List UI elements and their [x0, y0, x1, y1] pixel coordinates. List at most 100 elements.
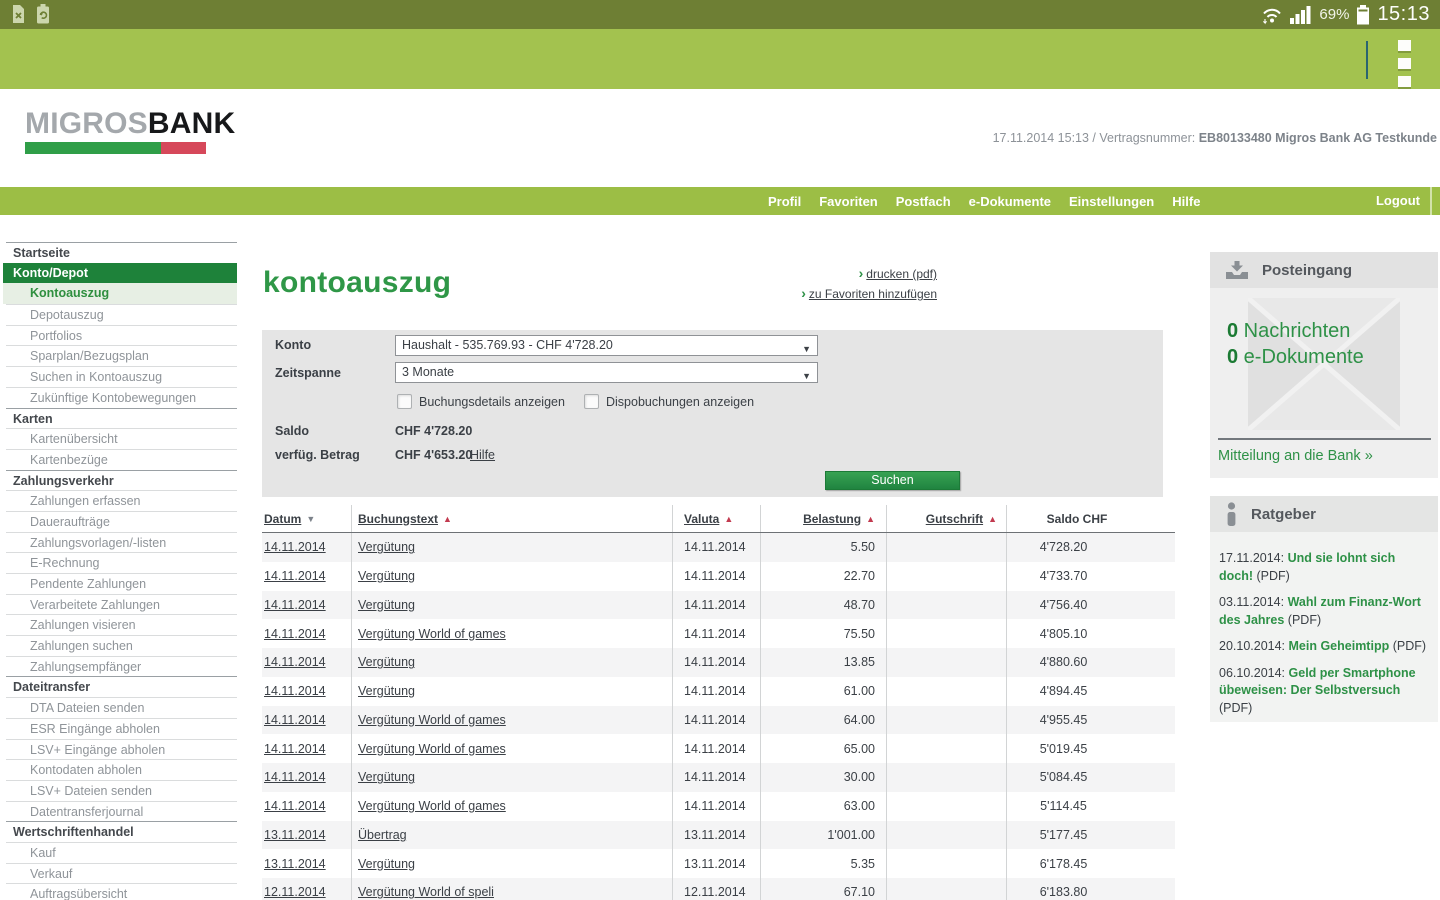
nav-item-profil[interactable]: Profil [768, 193, 802, 209]
action-link-zu-favoriten-hinzuf-gen[interactable]: › zu Favoriten hinzufügen [801, 285, 937, 301]
column-header-belastung[interactable]: Belastung ▲ [760, 505, 886, 532]
sidebar-item-kartenbez-ge[interactable]: Kartenbezüge [6, 448, 237, 470]
dispobuchungen-checkbox-label: Dispobuchungen anzeigen [606, 394, 755, 409]
ratgeber-item-title[interactable]: Wahl zum Finanz-Wort des Jahres [1219, 595, 1421, 627]
cell-buchungstext-link[interactable]: Vergütung [358, 540, 415, 555]
sidebar-item-wertschriftenhandel[interactable]: Wertschriftenhandel [6, 821, 237, 842]
logout-link[interactable]: Logout [1375, 193, 1420, 208]
cell-datum: 14.11.2014 [262, 734, 351, 763]
sidebar-item-lsv+-eing-nge-abholen[interactable]: LSV+ Eingänge abholen [6, 738, 237, 760]
zeitspanne-select[interactable]: 3 Monate ▼ [395, 362, 818, 383]
sidebar-item-konto-depot[interactable]: Konto/Depot [3, 262, 237, 284]
cell-buchungstext-link[interactable]: Vergütung World of games [358, 799, 506, 814]
ratgeber-item[interactable]: 20.10.2014: Mein Geheimtipp (PDF) [1219, 638, 1432, 656]
suchen-button[interactable]: Suchen [825, 471, 960, 490]
cell-buchungstext-link[interactable]: Vergütung World of speli [358, 885, 494, 900]
cell-buchungstext-link[interactable]: Vergütung World of games [358, 712, 506, 727]
overflow-menu-icon[interactable] [1398, 40, 1411, 94]
sidebar-item-auftrags-bersicht[interactable]: Auftragsübersicht [6, 883, 237, 900]
sidebar-item-lsv+-dateien-senden[interactable]: LSV+ Dateien senden [6, 779, 237, 801]
sidebar-item-suchen-in-kontoauszug[interactable]: Suchen in Kontoauszug [6, 366, 237, 387]
cell-datum-link[interactable]: 13.11.2014 [264, 827, 326, 842]
nav-separator [1430, 187, 1432, 215]
cell-datum-link[interactable]: 13.11.2014 [264, 856, 326, 871]
cell-datum-link[interactable]: 14.11.2014 [264, 655, 326, 670]
sidebar-item-zahlungen-visieren[interactable]: Zahlungen visieren [6, 614, 237, 635]
sidebar-item-zuk-nftige-kontobewegungen[interactable]: Zukünftige Kontobewegungen [6, 386, 237, 408]
action-link-drucken-pdf[interactable]: › drucken (pdf) [858, 265, 937, 281]
ratgeber-item[interactable]: 17.11.2014: Und sie lohnt sich doch! (PD… [1219, 550, 1432, 585]
cell-buchungstext-link[interactable]: Vergütung [358, 655, 415, 670]
cell-saldo-chf: 4'894.45 [1006, 676, 1175, 706]
cell-datum-link[interactable]: 12.11.2014 [264, 885, 326, 900]
sidebar-item-dta-dateien-senden[interactable]: DTA Dateien senden [6, 697, 237, 718]
sidebar-item-portfolios[interactable]: Portfolios [6, 324, 237, 346]
cell-buchungstext-link[interactable]: Übertrag [358, 827, 407, 842]
cell-buchungstext: Übertrag [351, 820, 672, 850]
cell-buchungstext-link[interactable]: Vergütung World of games [358, 626, 506, 641]
nav-item-einstellungen[interactable]: Einstellungen [1069, 193, 1155, 209]
sidebar-item-verkauf[interactable]: Verkauf [6, 862, 237, 884]
cell-datum-link[interactable]: 14.11.2014 [264, 684, 326, 699]
cell-datum-link[interactable]: 14.11.2014 [264, 569, 326, 584]
sidebar-item-datentransferjournal[interactable]: Datentransferjournal [6, 800, 237, 822]
sidebar-item-zahlungen-suchen[interactable]: Zahlungen suchen [6, 635, 237, 656]
cell-datum-link[interactable]: 14.11.2014 [264, 540, 326, 555]
sidebar-item-e-rechnung[interactable]: E-Rechnung [6, 552, 237, 573]
sidebar-item-zahlungsvorlagen-listen[interactable]: Zahlungsvorlagen/-listen [6, 531, 237, 553]
nav-item-favoriten[interactable]: Favoriten [819, 193, 878, 209]
cell-valuta: 14.11.2014 [672, 791, 760, 821]
sidebar-item-pendente-zahlungen[interactable]: Pendente Zahlungen [6, 573, 237, 594]
sidebar-item-karten[interactable]: Karten [6, 407, 237, 429]
sidebar-item-sparplan-bezugsplan[interactable]: Sparplan/Bezugsplan [6, 345, 237, 366]
sidebar-item-kontodaten-abholen[interactable]: Kontodaten abholen [6, 759, 237, 780]
migros-bank-logo[interactable]: MIGROSBANK [25, 109, 235, 154]
sidebar-item-dateitransfer[interactable]: Dateitransfer [6, 676, 237, 697]
sidebar-item-verarbeitete-zahlungen[interactable]: Verarbeitete Zahlungen [6, 593, 237, 615]
nav-item-hilfe[interactable]: Hilfe [1172, 193, 1201, 209]
mitteilung-link[interactable]: Mitteilung an die Bank » [1218, 448, 1373, 464]
hilfe-link[interactable]: Hilfe [470, 448, 496, 462]
sidebar-item-zahlungsverkehr[interactable]: Zahlungsverkehr [6, 469, 237, 491]
sidebar-item-startseite[interactable]: Startseite [6, 242, 237, 263]
column-header-gutschrift[interactable]: Gutschrift ▲ [886, 505, 1006, 532]
inbox-count-nachrichten[interactable]: 0 Nachrichten [1227, 320, 1351, 342]
cell-buchungstext-link[interactable]: Vergütung [358, 569, 415, 584]
cell-datum-link[interactable]: 14.11.2014 [264, 799, 326, 814]
konto-select[interactable]: Haushalt - 535.769.93 - CHF 4'728.20 ▼ [395, 335, 818, 356]
sidebar-item-esr-eing-nge-abholen[interactable]: ESR Eingänge abholen [6, 717, 237, 739]
buchungsdetails-checkbox[interactable] [397, 394, 412, 409]
sidebar-item-dauerauftr-ge[interactable]: Daueraufträge [6, 510, 237, 532]
cell-datum-link[interactable]: 14.11.2014 [264, 741, 326, 756]
ratgeber-item-title[interactable]: Mein Geheimtipp [1288, 639, 1390, 653]
cell-datum-link[interactable]: 14.11.2014 [264, 626, 326, 641]
cell-saldo-chf: 6'183.80 [1006, 878, 1175, 900]
sidebar-item-zahlungsempf-nger[interactable]: Zahlungsempfänger [6, 655, 237, 677]
cell-buchungstext-link[interactable]: Vergütung [358, 856, 415, 871]
cell-buchungstext-link[interactable]: Vergütung World of games [358, 741, 506, 756]
cell-datum-link[interactable]: 14.11.2014 [264, 770, 326, 785]
sidebar-item-zahlungen-erfassen[interactable]: Zahlungen erfassen [6, 490, 237, 511]
column-header-buchungstext[interactable]: Buchungstext ▲ [351, 505, 672, 532]
battery-percent: 69% [1319, 6, 1350, 23]
ratgeber-item[interactable]: 06.10.2014: Geld per Smartphone übeweise… [1219, 665, 1432, 718]
column-header-valuta[interactable]: Valuta ▲ [672, 505, 760, 532]
nav-item-postfach[interactable]: Postfach [895, 193, 951, 209]
nav-item-e-dokumente[interactable]: e-Dokumente [968, 193, 1052, 209]
sidebar-item-depotauszug[interactable]: Depotauszug [6, 304, 237, 325]
cell-buchungstext-link[interactable]: Vergütung [358, 684, 415, 699]
cell-datum-link[interactable]: 14.11.2014 [264, 597, 326, 612]
sidebar-item-kauf[interactable]: Kauf [6, 841, 237, 863]
cell-buchungstext-link[interactable]: Vergütung [358, 770, 415, 785]
battery-icon [1357, 4, 1370, 24]
cell-buchungstext-link[interactable]: Vergütung [358, 597, 415, 612]
ratgeber-item-title[interactable]: Geld per Smartphone übeweisen: Der Selbs… [1219, 665, 1416, 698]
sidebar-item-karten-bersicht[interactable]: Kartenübersicht [6, 428, 237, 449]
sidebar-item-kontoauszug[interactable]: Kontoauszug [3, 283, 237, 305]
ratgeber-item-title[interactable]: Und sie lohnt sich doch! [1219, 551, 1396, 583]
cell-datum-link[interactable]: 14.11.2014 [264, 712, 326, 727]
ratgeber-item[interactable]: 03.11.2014: Wahl zum Finanz-Wort des Jah… [1219, 594, 1432, 629]
column-header-datum[interactable]: Datum ▼ [264, 511, 316, 526]
inbox-count-e-dokumente[interactable]: 0 e-Dokumente [1227, 346, 1364, 368]
dispobuchungen-checkbox[interactable] [584, 394, 599, 409]
